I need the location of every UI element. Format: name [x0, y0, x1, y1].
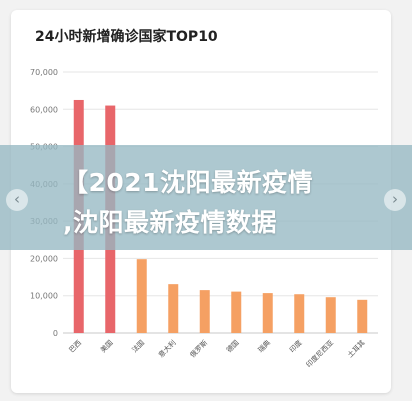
banner-headline-line2: ,沈阳最新疫情数据 [63, 208, 277, 237]
x-tick-label: 印度尼西亚 [304, 338, 335, 369]
x-tick-label: 美国 [98, 338, 114, 354]
x-tick-label: 德国 [224, 338, 240, 354]
x-tick-label: 巴西 [68, 339, 84, 355]
y-tick-label: 20,000 [30, 254, 58, 263]
y-tick-label: 10,000 [30, 292, 58, 301]
bar[interactable] [231, 291, 242, 333]
x-tick-label: 瑞典 [256, 338, 272, 354]
bar[interactable] [357, 299, 368, 333]
y-tick-label: 60,000 [30, 105, 58, 114]
y-tick-label: 70,000 [30, 68, 58, 77]
bar[interactable] [136, 259, 147, 333]
bar[interactable] [168, 284, 179, 333]
bar[interactable] [199, 290, 210, 333]
x-tick-label: 印度 [287, 338, 303, 354]
x-tick-label: 俄罗斯 [188, 338, 209, 359]
x-tick-label: 土耳其 [345, 338, 366, 359]
x-tick-label: 法国 [130, 338, 146, 354]
banner-headline-line1: 【2021沈阳最新疫情 [63, 168, 314, 197]
bar[interactable] [325, 297, 336, 333]
x-tick-label: 意大利 [156, 338, 177, 359]
y-tick-label: 0 [53, 329, 58, 338]
overlay-banner[interactable]: 【2021沈阳最新疫情 ,沈阳最新疫情数据 [0, 145, 412, 250]
bar[interactable] [294, 294, 305, 333]
chevron-right-icon[interactable]: › [384, 189, 406, 211]
bar[interactable] [262, 293, 273, 333]
chevron-left-icon[interactable]: ‹ [6, 189, 28, 211]
chart-title: 24小时新增确诊国家TOP10 [35, 29, 218, 45]
